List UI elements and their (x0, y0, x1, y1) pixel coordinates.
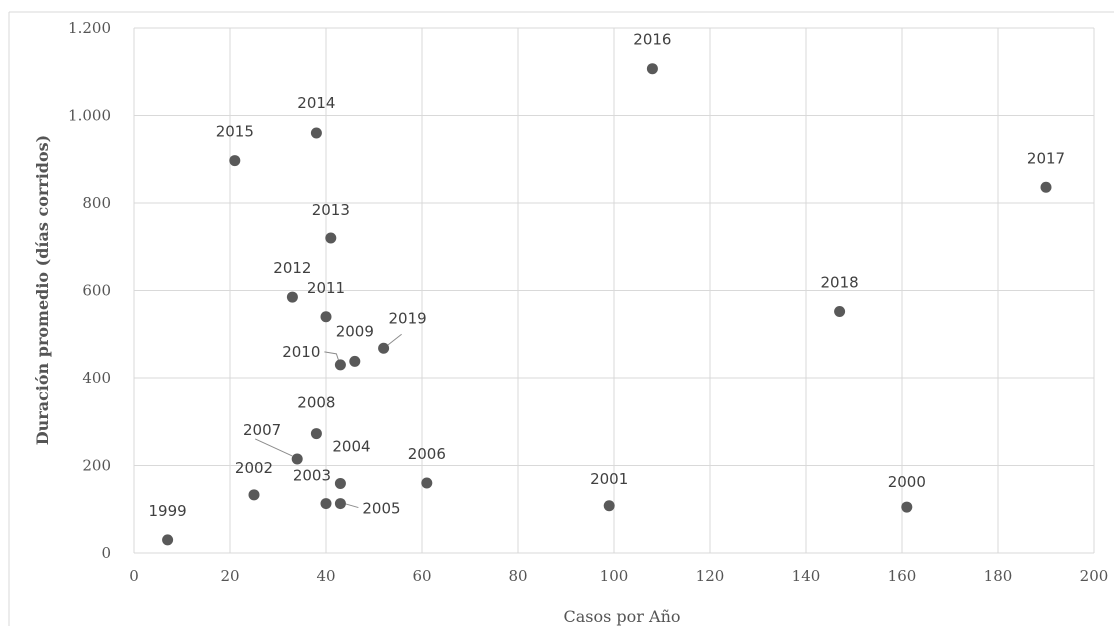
data-point-2016 (646, 63, 658, 75)
data-point-2017 (1040, 181, 1052, 193)
x-tick-label: 80 (508, 567, 527, 585)
point-label-2009: 2009 (336, 322, 374, 340)
data-point-2003 (320, 498, 332, 510)
data-point-2000 (901, 501, 913, 513)
y-tick-label: 800 (82, 194, 111, 212)
data-point-1999 (162, 534, 174, 546)
data-point-2012 (286, 291, 298, 303)
data-point-2006 (421, 477, 433, 489)
y-tick-label: 1.000 (68, 107, 111, 125)
y-tick-label: 0 (101, 544, 111, 562)
x-tick-label: 160 (888, 567, 917, 585)
point-label-2014: 2014 (297, 94, 335, 112)
point-label-2010: 2010 (282, 343, 320, 361)
data-point-2019 (378, 342, 390, 354)
point-label-2008: 2008 (297, 394, 335, 412)
point-label-2006: 2006 (408, 445, 446, 463)
point-label-2017: 2017 (1027, 149, 1065, 167)
point-label-2012: 2012 (273, 259, 311, 277)
tick-labels: 0 20 40 60 80 100 120 140 160 180 2000200400600800… (68, 19, 1108, 585)
data-point-2010 (334, 359, 346, 371)
leader-line-2007 (254, 438, 293, 457)
point-label-2011: 2011 (307, 279, 345, 297)
point-label-2004: 2004 (332, 437, 370, 455)
x-tick-label: 20 (220, 567, 239, 585)
point-label-1999: 1999 (149, 502, 187, 520)
leader-line-2019 (387, 333, 402, 346)
data-point-2018 (834, 306, 846, 317)
data-point-2004 (334, 477, 346, 489)
x-tick-label: 100 (600, 567, 629, 585)
point-label-2007: 2007 (243, 421, 281, 439)
data-points (162, 63, 1052, 546)
x-tick-label: 180 (984, 567, 1013, 585)
point-label-2002: 2002 (235, 459, 273, 477)
point-label-2019: 2019 (389, 309, 427, 327)
point-label-2016: 2016 (633, 31, 671, 49)
data-point-2005 (334, 498, 346, 510)
y-tick-label: 600 (82, 282, 111, 300)
x-tick-label: 60 (412, 567, 431, 585)
x-tick-label: 200 (1080, 567, 1109, 585)
point-label-2018: 2018 (821, 274, 859, 292)
x-tick-label: 120 (696, 567, 725, 585)
point-label-2005: 2005 (362, 500, 400, 518)
grid-lines (133, 27, 1095, 554)
leader-line-2010 (324, 351, 339, 361)
data-point-2009 (349, 355, 361, 367)
data-point-2013 (325, 232, 337, 244)
point-label-2001: 2001 (590, 470, 628, 488)
point-label-2013: 2013 (312, 201, 350, 219)
y-tick-label: 200 (82, 457, 111, 475)
data-point-2015 (229, 155, 241, 167)
data-point-2011 (320, 311, 332, 323)
x-tick-label: 0 (129, 567, 139, 585)
data-point-2007 (291, 453, 303, 465)
point-label-2015: 2015 (216, 123, 254, 141)
data-point-2002 (248, 489, 260, 501)
y-axis-title: Duración promedio (días corridos) (33, 135, 52, 445)
leader-line-2005 (344, 503, 359, 509)
x-axis-title: Casos por Año (563, 607, 680, 626)
y-tick-label: 400 (82, 369, 111, 387)
data-point-2014 (310, 127, 322, 139)
data-point-2008 (310, 428, 322, 440)
point-label-2003: 2003 (293, 467, 331, 485)
y-tick-label: 1.200 (68, 19, 111, 37)
x-tick-label: 40 (316, 567, 335, 585)
x-tick-label: 140 (792, 567, 821, 585)
data-point-2001 (603, 500, 615, 512)
leader-lines (254, 333, 402, 509)
point-label-2000: 2000 (888, 473, 926, 491)
